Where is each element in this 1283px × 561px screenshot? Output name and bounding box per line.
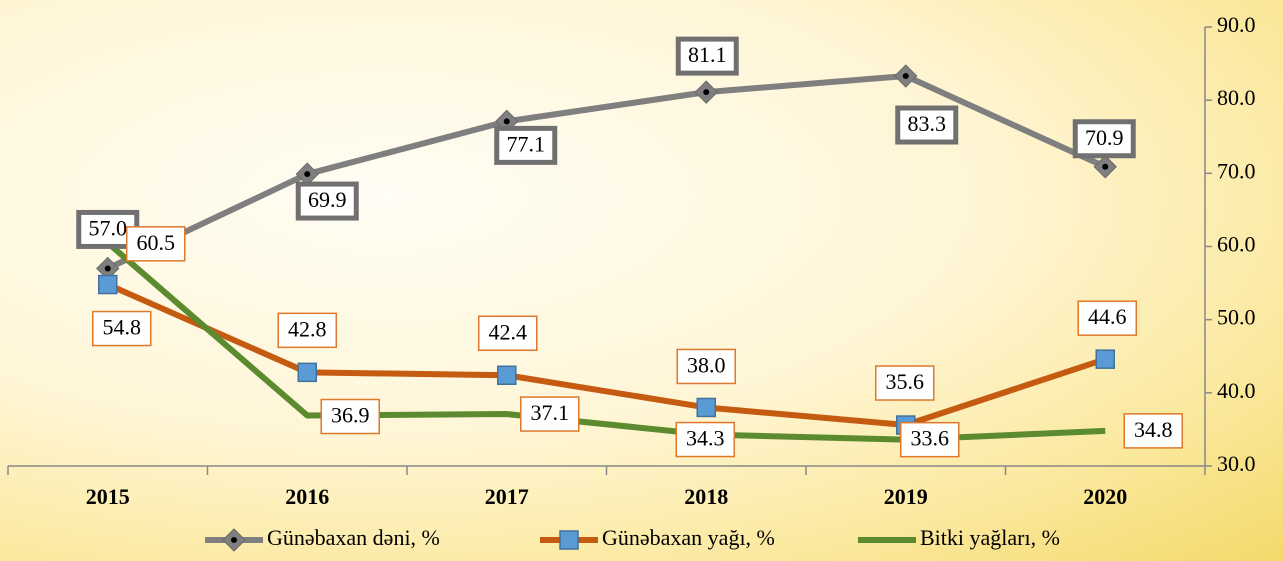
data-label: 69.9 <box>308 187 347 212</box>
y-tick-label: 50.0 <box>1217 305 1256 330</box>
data-label: 35.6 <box>886 369 925 394</box>
data-label: 44.6 <box>1088 304 1127 329</box>
point-marker-dot <box>703 89 709 95</box>
data-label: 34.3 <box>686 426 725 451</box>
point-marker <box>1096 350 1114 368</box>
data-label: 42.4 <box>489 319 528 344</box>
y-tick-label: 60.0 <box>1217 232 1256 257</box>
data-label: 57.0 <box>89 215 128 240</box>
legend-label: Bitki yağları, % <box>920 525 1060 550</box>
y-tick-label: 40.0 <box>1217 378 1256 403</box>
legend-label: Günəbaxan dəni, % <box>267 525 440 550</box>
x-tick-label: 2017 <box>485 484 529 509</box>
data-label: 38.0 <box>687 353 726 378</box>
point-marker <box>697 398 715 416</box>
x-tick-label: 2019 <box>884 484 928 509</box>
legend-marker-dot <box>231 537 237 543</box>
point-marker-dot <box>304 171 310 177</box>
data-label: 36.9 <box>331 403 370 428</box>
data-label: 37.1 <box>531 400 570 425</box>
point-marker-dot <box>903 73 909 79</box>
data-label: 42.8 <box>288 316 327 341</box>
series-line <box>108 76 1106 268</box>
data-label: 60.5 <box>137 230 176 255</box>
chart: 30.0 40.0 50.0 60.0 70.0 80.0 90.0 2015 2016 2017… <box>0 0 1283 561</box>
data-label: 70.9 <box>1085 125 1124 150</box>
legend-label: Günəbaxan yağı, % <box>602 525 775 550</box>
y-tick-label: 80.0 <box>1217 85 1256 110</box>
x-tick-label: 2020 <box>1083 484 1127 509</box>
y-tick-label: 30.0 <box>1217 451 1256 476</box>
series-line <box>108 285 1106 425</box>
y-tick-label: 70.0 <box>1217 158 1256 183</box>
point-marker <box>99 276 117 294</box>
point-marker-dot <box>105 265 111 271</box>
point-marker-dot <box>504 118 510 124</box>
x-tick-label: 2018 <box>684 484 728 509</box>
data-label: 33.6 <box>911 426 950 451</box>
point-marker <box>298 363 316 381</box>
y-tick-label: 90.0 <box>1217 12 1256 37</box>
legend-marker <box>560 531 578 549</box>
point-marker-dot <box>1102 164 1108 170</box>
data-label: 81.1 <box>688 42 727 67</box>
data-label: 77.1 <box>507 131 546 156</box>
x-tick-label: 2015 <box>86 484 130 509</box>
data-label: 83.3 <box>908 111 947 136</box>
point-marker <box>498 366 516 384</box>
data-label: 54.8 <box>103 315 142 340</box>
data-label: 34.8 <box>1134 417 1173 442</box>
x-tick-label: 2016 <box>285 484 329 509</box>
